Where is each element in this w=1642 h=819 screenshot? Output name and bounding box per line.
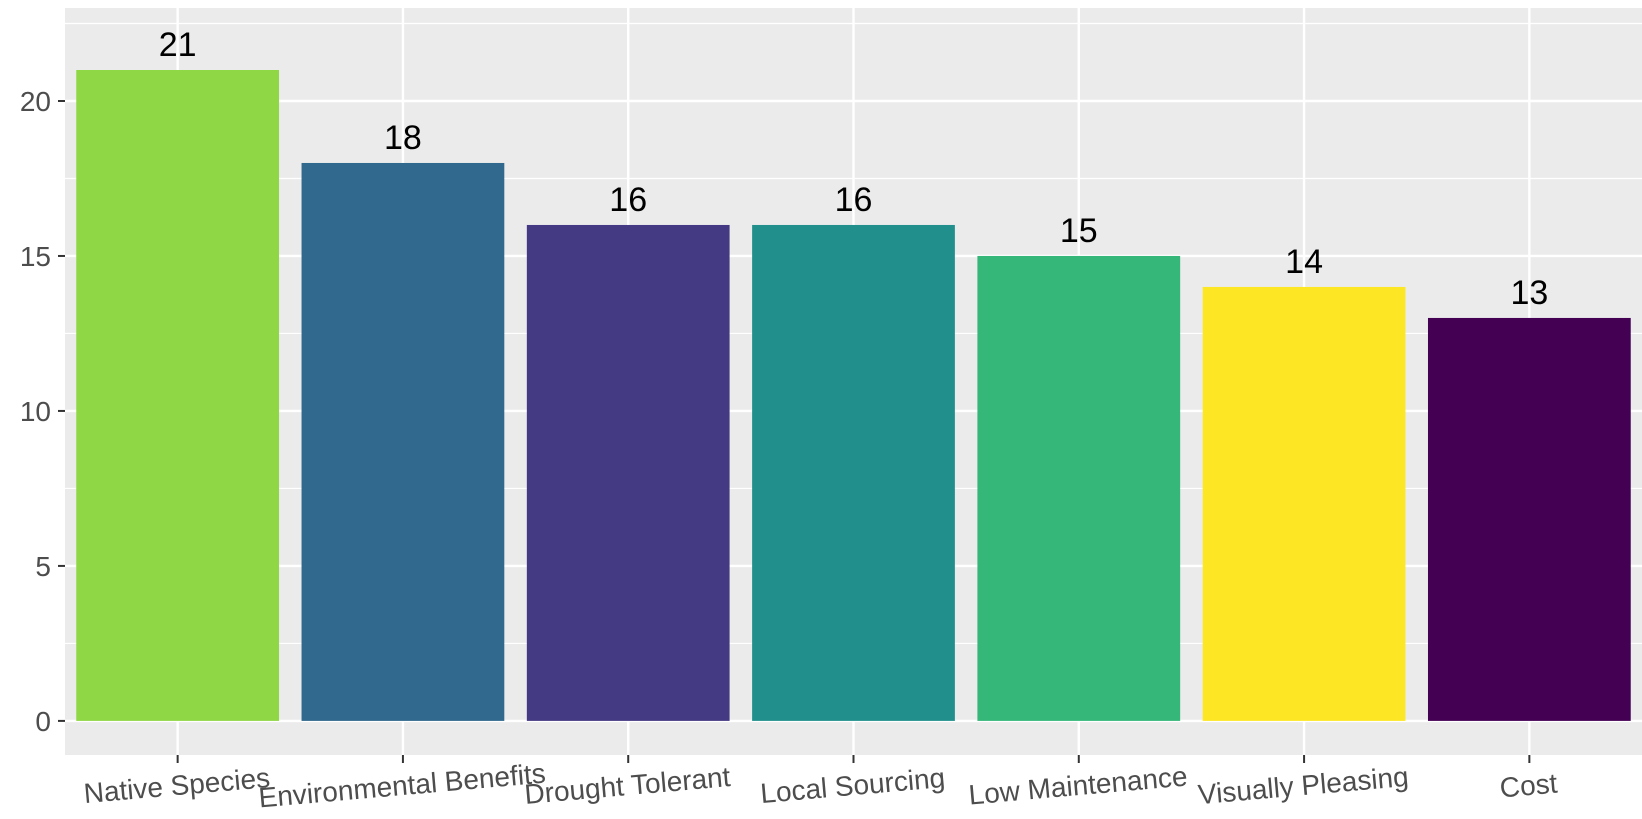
y-tick-label: 20	[20, 86, 51, 117]
bar-drought-tolerant	[526, 224, 730, 721]
x-tick-label: Drought Tolerant	[523, 761, 732, 810]
y-axis: 0 5 10 15 20	[20, 86, 65, 737]
bar-native-species	[76, 69, 280, 721]
data-labels-group: 21 18 16 16 15 14 13	[159, 26, 1549, 312]
x-tick-label: Native Species	[82, 762, 271, 809]
data-label: 21	[159, 26, 197, 64]
y-tick-label: 5	[35, 551, 51, 582]
x-tick-label: Low Maintenance	[967, 761, 1188, 811]
y-tick-label: 10	[20, 396, 51, 427]
x-tick-label: Cost	[1498, 768, 1558, 804]
bars-group	[76, 69, 1631, 721]
data-label: 18	[384, 119, 422, 157]
data-label: 16	[835, 181, 873, 219]
bar-visually-pleasing	[1202, 286, 1406, 721]
data-label: 16	[609, 181, 647, 219]
bar-local-sourcing	[752, 224, 955, 721]
data-label: 14	[1285, 243, 1323, 281]
y-tick-label: 0	[35, 706, 51, 737]
x-tick-label: Visually Pleasing	[1197, 761, 1410, 810]
y-tick-label: 15	[20, 241, 51, 272]
bar-environmental-benefits	[301, 162, 505, 721]
bar-cost	[1427, 317, 1631, 721]
x-tick-label: Local Sourcing	[759, 762, 946, 809]
data-label: 13	[1510, 274, 1548, 312]
data-label: 15	[1060, 212, 1098, 250]
x-tick-label: Environmental Benefits	[257, 758, 547, 814]
bar-low-maintenance	[977, 255, 1181, 721]
